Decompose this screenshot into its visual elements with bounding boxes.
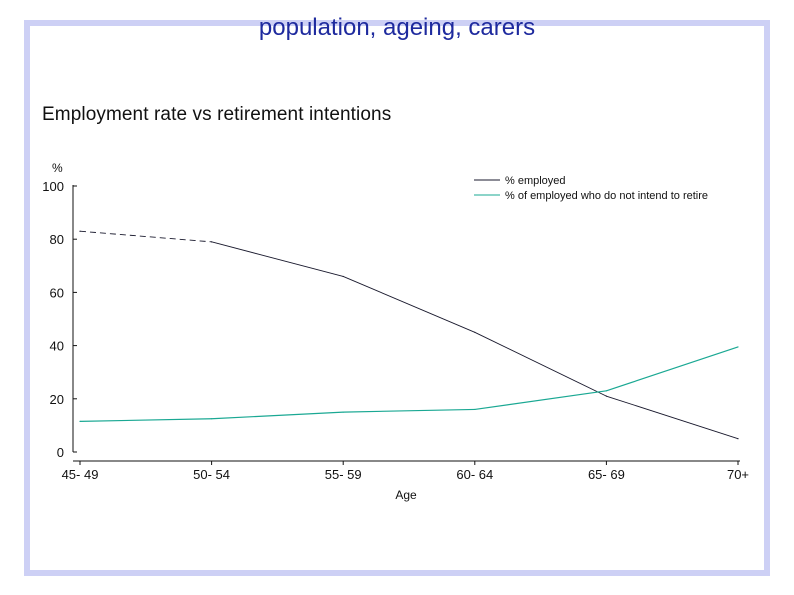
series-1-segment-1	[211, 411, 344, 420]
series-0-point-2	[342, 275, 344, 278]
series-0-point-1	[211, 241, 213, 243]
series-1-point-3	[474, 408, 476, 411]
x-tick-label-1: 50- 54	[193, 467, 230, 482]
series-1-segment-0	[79, 418, 212, 423]
y-tick-label-60: 60	[50, 285, 64, 300]
tick-labels: 0 20 40 60 80 100 45- 49 50- 54 55- 59 60- 64 65- …	[42, 179, 749, 482]
x-tick-label-5: 70+	[727, 467, 749, 482]
x-tick-label-3: 60- 64	[456, 467, 493, 482]
series-1-segment-2	[343, 408, 475, 413]
y-tick-label-0: 0	[57, 445, 64, 460]
x-axis: Age	[73, 460, 740, 502]
series-1-point-0	[79, 420, 81, 423]
series-0-point-5	[737, 438, 739, 440]
y-tick-label-40: 40	[50, 339, 64, 354]
series-0-point-4	[605, 395, 608, 397]
legend: % employed % of employed who do not inte…	[474, 175, 708, 202]
series-1-point-2	[342, 411, 344, 413]
x-tick-label-2: 55- 59	[325, 467, 362, 482]
series-1-point-4	[605, 390, 608, 392]
y-axis-label: %	[52, 161, 63, 175]
x-tick-label-4: 65- 69	[588, 467, 625, 482]
y-axis: %	[52, 161, 74, 452]
series-0-segment-1	[211, 241, 344, 277]
series-1-segment-4	[606, 346, 739, 392]
series-1-point-5	[737, 346, 739, 348]
y-tick-label-20: 20	[50, 392, 64, 407]
x-axis-label: Age	[395, 488, 417, 502]
series-0-segment-2	[343, 276, 475, 333]
series-0-point-3	[474, 331, 476, 333]
series-0-segment-4	[606, 395, 739, 440]
slide-title: population, ageing, carers	[258, 14, 536, 41]
x-tick-label-0: 45- 49	[62, 467, 99, 482]
series-0-point-0	[79, 230, 81, 232]
slide-frame	[24, 20, 770, 576]
series-0-segment-0	[79, 230, 212, 243]
series-lines	[79, 230, 739, 440]
y-tick-label-80: 80	[50, 232, 64, 247]
y-tick-label-100: 100	[42, 179, 64, 194]
legend-label-not-retire: % of employed who do not intend to retir…	[505, 190, 708, 202]
series-1-segment-3	[474, 390, 607, 411]
series-0-segment-3	[474, 331, 607, 397]
chart-title: Employment rate vs retirement intentions	[42, 104, 392, 125]
legend-label-employed: % employed	[505, 175, 566, 187]
series-1-point-1	[211, 418, 213, 420]
